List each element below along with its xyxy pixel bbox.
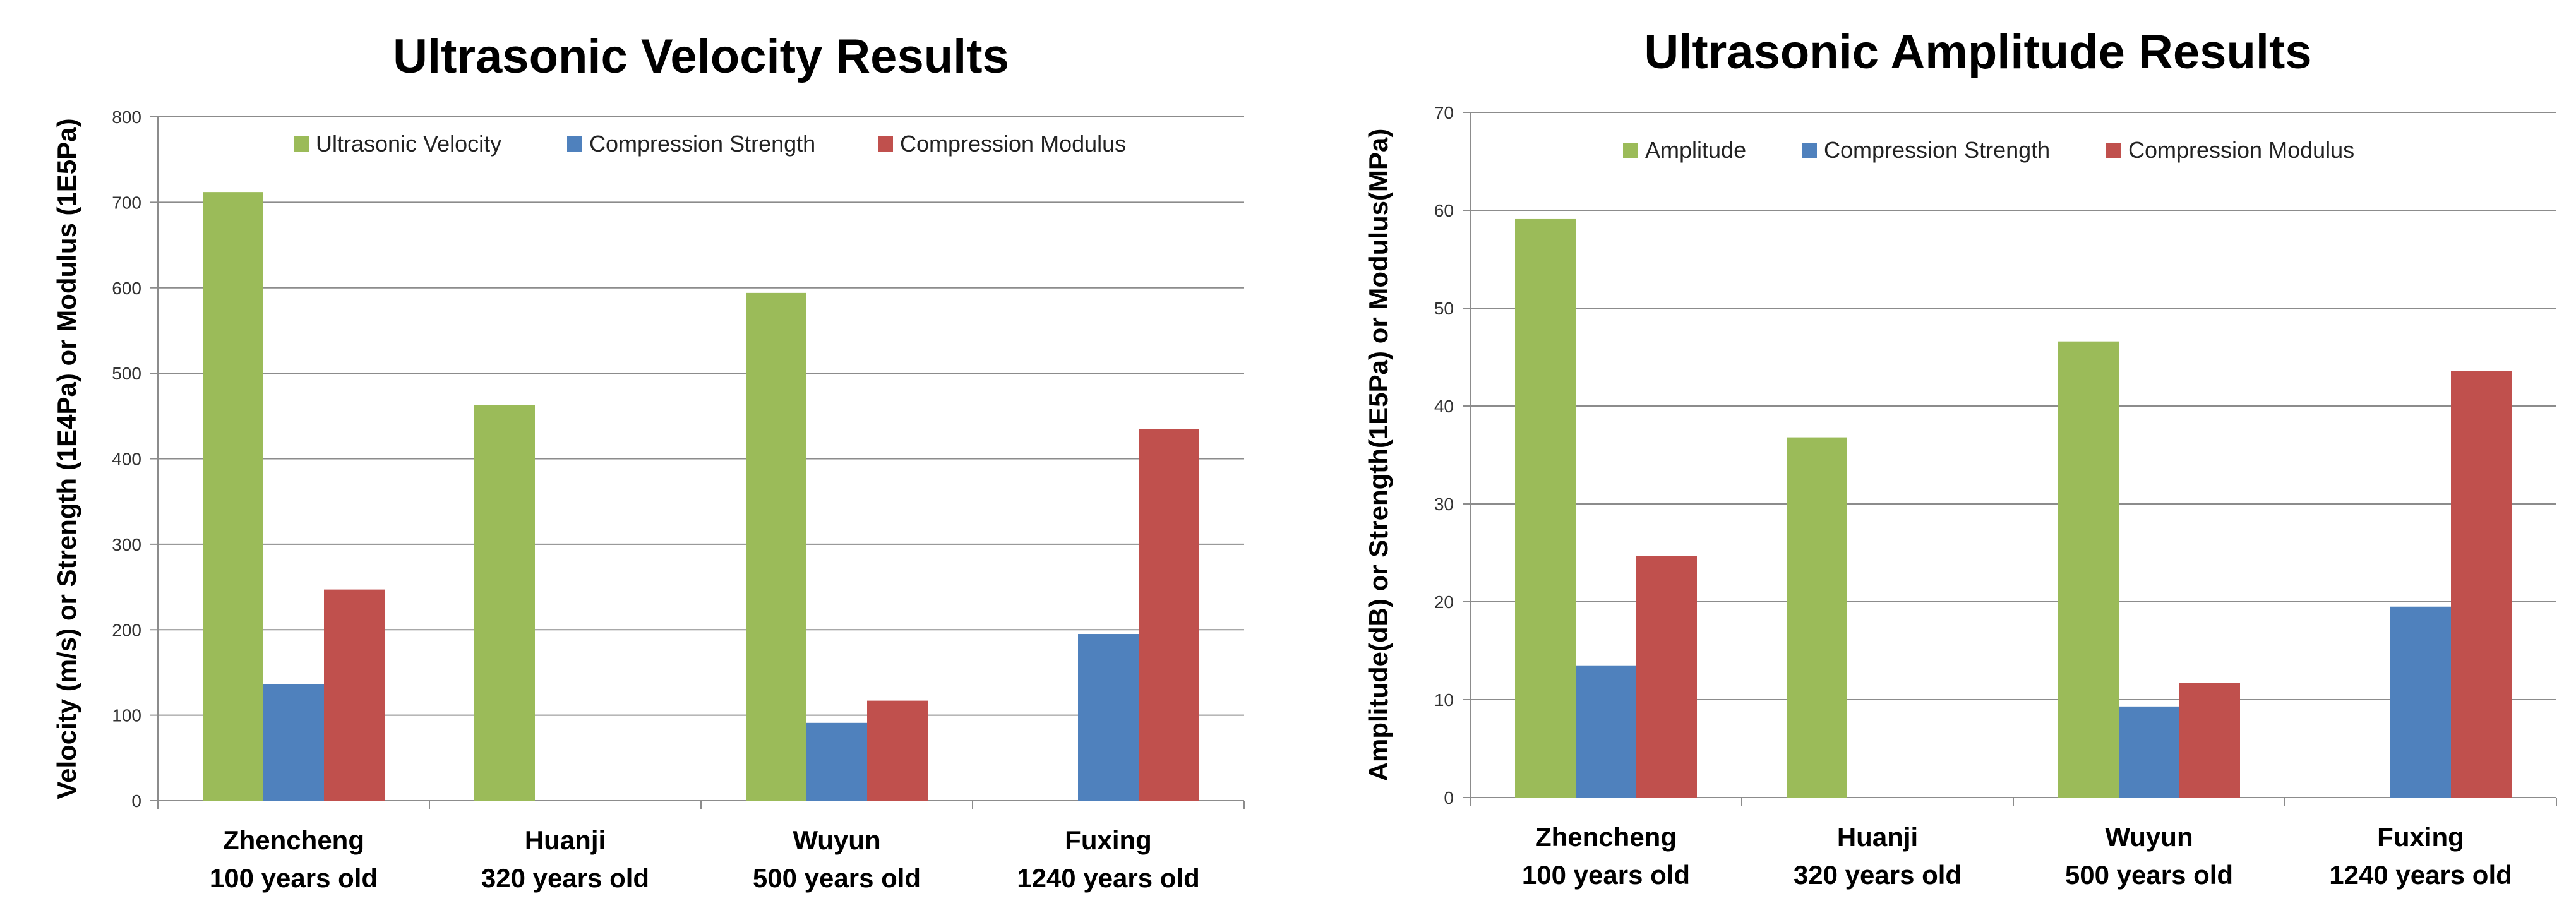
legend-swatch bbox=[878, 136, 893, 152]
legend-label: Amplitude bbox=[1645, 137, 1746, 163]
bar-compression-strength-wuyun bbox=[2119, 706, 2179, 798]
y-tick-label: 700 bbox=[112, 193, 141, 212]
y-tick-label: 200 bbox=[112, 620, 141, 640]
y-tick-label: 10 bbox=[1434, 690, 1454, 710]
y-axis-label: Amplitude(dB) or Strength(1E5Pa) or Modu… bbox=[1363, 129, 1393, 782]
bar-amplitude-huanji bbox=[1787, 437, 1847, 798]
x-tick-label: Fuxing bbox=[1065, 825, 1152, 855]
y-tick-label: 600 bbox=[112, 278, 141, 298]
chart-title: Ultrasonic Amplitude Results bbox=[1644, 25, 2311, 79]
bar-compression-strength-fuxing bbox=[2390, 606, 2451, 798]
y-tick-label: 800 bbox=[112, 107, 141, 127]
x-tick-sublabel: 320 years old bbox=[481, 863, 649, 893]
y-tick-label: 500 bbox=[112, 364, 141, 383]
bar-compression-strength-wuyun bbox=[806, 722, 867, 801]
x-tick-sublabel: 1240 years old bbox=[2329, 860, 2512, 890]
y-tick-label: 70 bbox=[1434, 103, 1454, 122]
chart-2: Ultrasonic Amplitude Results 0 10 20 30 40 50 6… bbox=[1363, 25, 2557, 890]
x-tick-sublabel: 1240 years old bbox=[1017, 863, 1200, 893]
legend-label: Ultrasonic Velocity bbox=[316, 131, 501, 157]
legend-swatch bbox=[1802, 143, 1817, 158]
legend-label: Compression Strength bbox=[589, 131, 815, 157]
bar-ultrasonic-velocity-huanji bbox=[474, 405, 535, 801]
bar-compression-strength-fuxing bbox=[1078, 634, 1139, 801]
x-tick-sublabel: 500 years old bbox=[2065, 860, 2233, 890]
y-tick-label: 300 bbox=[112, 535, 141, 554]
x-tick-label: Wuyun bbox=[2105, 822, 2193, 852]
x-tick-sublabel: 100 years old bbox=[210, 863, 378, 893]
y-tick-label: 20 bbox=[1434, 592, 1454, 612]
bar-compression-modulus-zhencheng bbox=[1636, 556, 1697, 798]
y-tick-label: 50 bbox=[1434, 299, 1454, 318]
legend: Amplitude Compression Strength Compression… bbox=[1623, 137, 2354, 163]
bar-ultrasonic-velocity-zhencheng bbox=[203, 192, 263, 801]
y-tick-label: 400 bbox=[112, 450, 141, 469]
legend: Ultrasonic Velocity Compression Strength C… bbox=[294, 131, 1126, 157]
y-axis-label: Velocity (m/s) or Strength (1E4Pa) or Mo… bbox=[52, 118, 81, 799]
x-tick-label: Huanji bbox=[1837, 822, 1918, 852]
legend-label: Compression Modulus bbox=[900, 131, 1126, 157]
x-tick-sublabel: 100 years old bbox=[1522, 860, 1690, 890]
chart-title: Ultrasonic Velocity Results bbox=[393, 30, 1009, 83]
x-tick-label: Zhencheng bbox=[223, 825, 364, 855]
legend-label: Compression Modulus bbox=[2128, 137, 2354, 163]
chart-1: Ultrasonic Velocity Results 0 100 200 300 400… bbox=[52, 30, 1245, 893]
bar-compression-modulus-fuxing bbox=[1139, 429, 1199, 801]
y-tick-label: 100 bbox=[112, 706, 141, 726]
legend-swatch bbox=[1623, 143, 1638, 158]
legend-label: Compression Strength bbox=[1824, 137, 2050, 163]
y-tick-label: 0 bbox=[1444, 788, 1454, 808]
x-tick-label: Huanji bbox=[525, 825, 606, 855]
legend-swatch bbox=[294, 136, 309, 152]
y-tick-label: 40 bbox=[1434, 397, 1454, 416]
legend-swatch bbox=[567, 136, 582, 152]
y-tick-label: 0 bbox=[131, 791, 141, 811]
bar-compression-modulus-zhencheng bbox=[324, 589, 385, 801]
bar-ultrasonic-velocity-wuyun bbox=[746, 292, 806, 801]
y-tick-label: 30 bbox=[1434, 494, 1454, 514]
bar-compression-strength-zhencheng bbox=[1576, 665, 1636, 798]
bar-compression-modulus-wuyun bbox=[867, 700, 928, 801]
bar-amplitude-wuyun bbox=[2058, 341, 2119, 798]
legend-swatch bbox=[2106, 143, 2121, 158]
x-tick-label: Wuyun bbox=[793, 825, 880, 855]
bar-compression-modulus-fuxing bbox=[2451, 371, 2512, 798]
x-tick-label: Zhencheng bbox=[1535, 822, 1677, 852]
bar-amplitude-zhencheng bbox=[1515, 218, 1576, 798]
bar-compression-strength-zhencheng bbox=[263, 684, 324, 801]
x-tick-sublabel: 500 years old bbox=[753, 863, 921, 893]
bar-compression-modulus-wuyun bbox=[2179, 683, 2240, 798]
y-tick-label: 60 bbox=[1434, 201, 1454, 220]
x-tick-label: Fuxing bbox=[2377, 822, 2464, 852]
x-tick-sublabel: 320 years old bbox=[1794, 860, 1962, 890]
